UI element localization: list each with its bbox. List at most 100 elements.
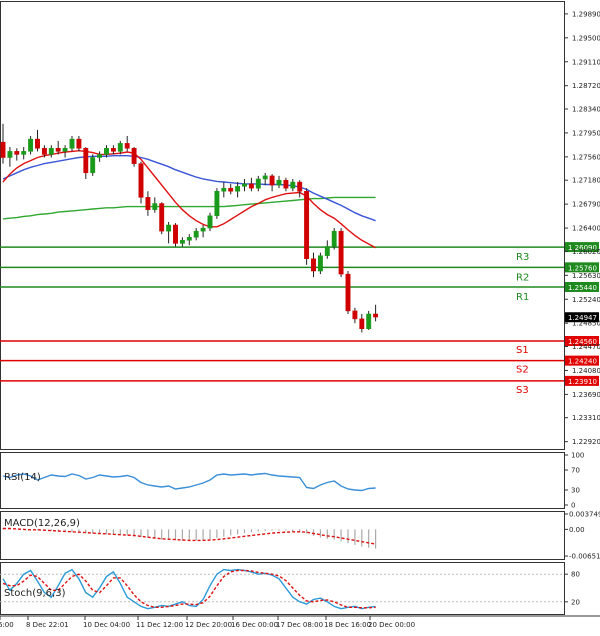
level-label-r3: R3 xyxy=(516,252,529,263)
ma-blue-line xyxy=(2,154,376,222)
candle-body xyxy=(21,151,27,155)
time-tick-label: 12 Dec 20:00 xyxy=(185,621,232,629)
panel-frame-stoch xyxy=(0,562,565,615)
candle-body xyxy=(7,151,13,158)
rsi-label: RSI(14) xyxy=(4,472,41,483)
candle-body xyxy=(297,181,303,192)
time-tick-label: 16 Dec 00:00 xyxy=(231,621,278,629)
price-tick-label: 1.25240 xyxy=(572,296,600,304)
candle-body xyxy=(55,148,61,152)
rsi-tick-label: 0 xyxy=(571,502,575,510)
level-label-s2: S2 xyxy=(516,365,529,376)
stoch-label: Stoch(9,6,3) xyxy=(4,588,66,599)
candle-body xyxy=(90,157,96,174)
time-tick-label: 20 Dec 00:00 xyxy=(368,621,415,629)
candle-body xyxy=(331,230,337,247)
candle-body xyxy=(290,181,296,189)
price-tick-label: 1.25630 xyxy=(572,272,600,280)
candle-body xyxy=(345,273,351,312)
candle-body xyxy=(235,186,241,192)
level-price-tag-s1 xyxy=(565,335,599,346)
price-tick-label: 1.26790 xyxy=(572,201,600,209)
candle-body xyxy=(76,138,82,149)
macd-tick-label: -0.006511 xyxy=(569,553,600,561)
macd-label: MACD(12,26,9) xyxy=(4,518,80,529)
price-tick-label: 1.28720 xyxy=(572,82,600,90)
candle-body xyxy=(317,255,323,272)
price-tick-label: 1.22920 xyxy=(572,438,600,446)
candle-body xyxy=(311,258,316,272)
stoch-tick-label: 80 xyxy=(571,571,580,579)
candle-body xyxy=(117,143,123,152)
candle-body xyxy=(221,187,227,192)
level-label-r1: R1 xyxy=(516,292,529,303)
panel-frame-main xyxy=(0,1,565,450)
time-axis: 6:00 8 Dec 22:01 10 Dec 04:00 11 Dec 12:00 1… xyxy=(0,616,415,629)
last-price-text: 1.24947 xyxy=(568,314,597,322)
candle-body xyxy=(166,224,172,232)
candle-body xyxy=(283,179,289,189)
candle-body xyxy=(62,148,68,152)
level-price-text-r3: 1.26090 xyxy=(568,244,597,252)
ma-green-line xyxy=(2,196,376,220)
candle-body xyxy=(269,175,275,186)
time-tick-label: 8 Dec 22:01 xyxy=(26,621,69,629)
rsi-line xyxy=(2,472,376,492)
candle-body xyxy=(159,203,165,232)
candle-body xyxy=(138,163,144,198)
candle-body xyxy=(262,175,268,180)
level-price-tag-s3 xyxy=(565,375,599,386)
rsi-panel: 100 70 30 0 RSI(14) xyxy=(2,452,584,510)
price-tick-label: 1.27950 xyxy=(572,129,600,137)
candle-body xyxy=(0,141,6,158)
macd-tick-label: 0.00 xyxy=(569,526,585,534)
level-price-tag-r3 xyxy=(565,242,599,253)
candle-body xyxy=(373,313,379,318)
level-price-text-s2: 1.24240 xyxy=(568,358,597,366)
price-tick-label: 1.24080 xyxy=(572,367,600,375)
candle-body xyxy=(173,224,178,244)
price-tick-label: 1.24850 xyxy=(572,320,600,328)
last-price-tag xyxy=(565,312,599,323)
level-label-s1: S1 xyxy=(516,345,529,356)
candle-body xyxy=(304,190,310,260)
candles xyxy=(0,123,379,333)
macd-signal-line xyxy=(3,527,376,545)
time-tick-label: 11 Dec 12:00 xyxy=(136,621,183,629)
time-tick-label: 6:00 xyxy=(0,621,14,629)
price-tick-label: 1.23690 xyxy=(572,391,600,399)
candle-body xyxy=(28,138,34,152)
candle-body xyxy=(41,148,47,155)
candle-body xyxy=(152,203,158,210)
price-tick-label: 1.24470 xyxy=(572,343,600,351)
candle-body xyxy=(200,227,206,232)
level-price-tag-s2 xyxy=(565,355,599,366)
candle-body xyxy=(214,190,220,217)
level-price-text-r1: 1.25440 xyxy=(568,284,597,292)
price-tick-label: 1.27560 xyxy=(572,153,600,161)
candle-body xyxy=(359,318,365,329)
price-tick-label: 1.29500 xyxy=(572,34,600,42)
level-price-text-s1: 1.24560 xyxy=(568,338,597,346)
price-tick-label: 1.29110 xyxy=(572,58,600,66)
time-tick-label: 18 Dec 16:00 xyxy=(324,621,371,629)
panel-frame-macd xyxy=(0,511,565,560)
stoch-main-line xyxy=(2,568,376,610)
price-tick-label: 1.29890 xyxy=(572,10,600,18)
candle-body xyxy=(352,310,358,320)
level-price-tag-r1 xyxy=(565,281,599,292)
stoch-panel: 80 20 Stoch(9,6,3) xyxy=(0,568,580,610)
candle-body xyxy=(145,197,151,210)
candle-body xyxy=(69,138,75,149)
candle-body xyxy=(110,148,116,152)
price-tick-label: 1.26020 xyxy=(572,248,600,256)
candle-body xyxy=(104,148,109,155)
candle-body xyxy=(207,215,213,229)
candle-body xyxy=(186,237,192,241)
candle-body xyxy=(338,230,344,275)
candle-body xyxy=(124,143,130,149)
candle-body xyxy=(228,187,234,192)
level-label-r2: R2 xyxy=(516,272,529,283)
